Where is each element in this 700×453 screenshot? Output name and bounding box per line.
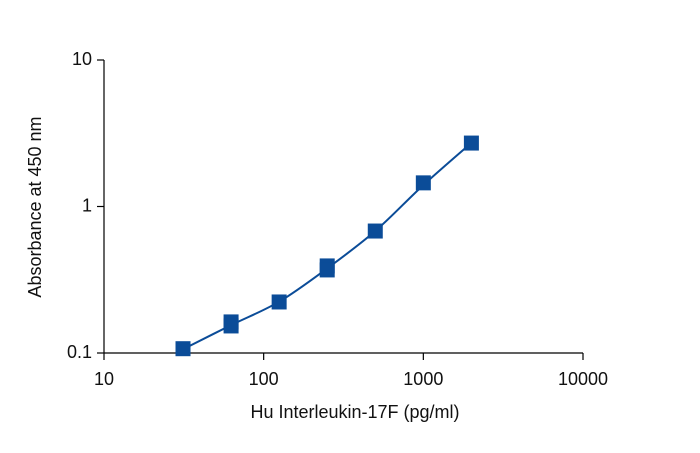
y-tick-label: 0.1 (67, 342, 92, 362)
y-axis-label: Absorbance at 450 nm (25, 116, 45, 297)
y-tick-label: 1 (82, 195, 92, 215)
data-point (463, 135, 479, 151)
x-tick-label: 10 (94, 369, 114, 389)
data-point (175, 341, 191, 357)
x-axis-label: Hu Interleukin-17F (pg/ml) (250, 402, 459, 422)
x-tick-label: 100 (249, 369, 279, 389)
data-point (223, 318, 239, 334)
x-tick-label: 10000 (558, 369, 608, 389)
data-point (271, 294, 287, 310)
x-tick-label: 1000 (403, 369, 443, 389)
data-point (319, 262, 335, 278)
data-point (367, 223, 383, 239)
data-point (415, 175, 431, 191)
y-tick-label: 10 (72, 49, 92, 69)
